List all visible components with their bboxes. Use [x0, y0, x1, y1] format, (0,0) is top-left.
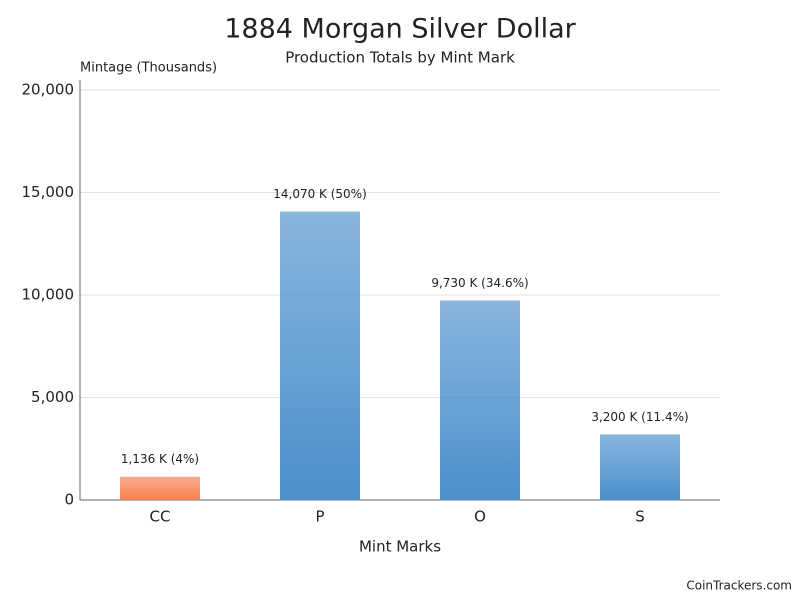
y-tick-label: 20,000 [22, 81, 75, 99]
x-tick-label: CC [150, 508, 171, 526]
y-tick-label: 5,000 [31, 388, 74, 406]
bar [600, 434, 680, 500]
y-axis-label: Mintage (Thousands) [80, 61, 217, 76]
y-tick-label: 15,000 [22, 183, 75, 201]
bar [440, 300, 520, 500]
credit: CoinTrackers.com [686, 579, 792, 593]
data-label: 9,730 K (34.6%) [431, 276, 528, 290]
data-label: 14,070 K (50%) [273, 187, 367, 201]
bar [280, 211, 360, 500]
x-tick-label: P [315, 508, 324, 526]
x-tick-label: O [474, 508, 486, 526]
chart-subtitle: Production Totals by Mint Mark [285, 49, 515, 67]
data-label: 1,136 K (4%) [121, 452, 199, 466]
data-label: 3,200 K (11.4%) [591, 410, 688, 424]
x-tick-label: S [635, 508, 645, 526]
chart-title: 1884 Morgan Silver Dollar [224, 14, 576, 45]
y-tick-label: 10,000 [22, 286, 75, 304]
y-tick-label: 0 [64, 491, 74, 509]
bar [120, 476, 200, 500]
x-axis-label: Mint Marks [359, 538, 441, 556]
